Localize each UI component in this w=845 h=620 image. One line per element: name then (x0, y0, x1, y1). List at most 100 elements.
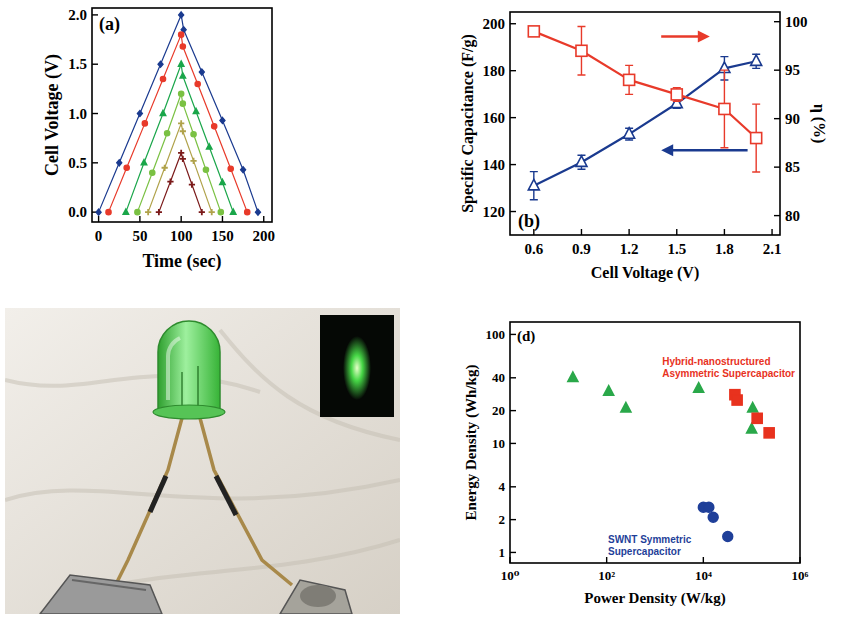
marker (180, 73, 185, 78)
y2-tick-label: 100 (785, 14, 808, 30)
marker (178, 150, 184, 156)
marker (178, 120, 184, 126)
y-tick-label: 1 (499, 545, 506, 560)
led-dome (158, 321, 220, 412)
series-line (137, 94, 220, 212)
annotation-line: SWNT Symmetric (608, 534, 692, 545)
y-tick-label: 120 (483, 204, 506, 220)
x-tick (771, 229, 772, 235)
y-tick-label: 1.5 (68, 56, 87, 72)
marker (180, 128, 186, 134)
panel: 10⁰10²10⁴10⁶124102040100Power Density (W… (463, 322, 809, 607)
marker (694, 383, 704, 393)
marker (241, 167, 246, 173)
plot-area (528, 26, 761, 200)
x-tick-label: 0 (95, 228, 103, 244)
marker (180, 156, 186, 162)
annotation: Hybrid-nanostructuredAsymmetric Supercap… (662, 356, 795, 379)
y-tick (510, 377, 516, 378)
marker (209, 209, 215, 215)
fabric-fold (5, 480, 400, 500)
plot-area (96, 12, 261, 215)
marker (764, 428, 774, 438)
x-tick-label: 100 (170, 228, 193, 244)
y-tick-label: 100 (486, 327, 506, 342)
x-tick-label: 1.8 (715, 241, 734, 257)
photo-background (5, 308, 400, 614)
x-tick-label: 2.1 (763, 241, 782, 257)
y-tick (92, 113, 98, 114)
y2-tick-label: 80 (785, 208, 800, 224)
y-tick-label: 180 (483, 63, 506, 79)
x-tick (98, 216, 99, 222)
marker (218, 210, 223, 215)
marker (207, 144, 212, 149)
x-tick-label: 150 (211, 228, 234, 244)
x-tick-label: 10⁶ (792, 568, 809, 583)
x-tick (581, 229, 582, 235)
y2-tick-label: 90 (785, 111, 800, 127)
marker (723, 532, 733, 542)
x-tick-label: 1.5 (667, 241, 686, 257)
series-line (159, 153, 202, 212)
lead-sleeve (150, 476, 166, 512)
marker (145, 209, 151, 215)
arrow-shaft (669, 149, 747, 152)
y-tick-label: 20 (492, 403, 505, 418)
marker (231, 209, 236, 214)
marker (747, 423, 757, 433)
marker (576, 45, 587, 56)
x-tick-label: 0.9 (572, 241, 591, 257)
y-tick-label: 0.0 (68, 204, 87, 220)
marker (568, 372, 578, 382)
x-tick-label: 200 (252, 228, 275, 244)
y2-tick (774, 118, 780, 119)
alligator-clip (40, 575, 162, 614)
led-rim (153, 405, 225, 419)
marker (160, 111, 165, 116)
inset (320, 315, 394, 417)
marker (160, 76, 165, 81)
marker (245, 210, 250, 215)
marker (141, 160, 146, 165)
x-tick (263, 216, 264, 222)
x-tick-label: 10⁰ (501, 568, 520, 583)
lead-sleeve (216, 476, 236, 515)
clip-jaw (300, 585, 336, 607)
marker (604, 386, 614, 396)
marker (179, 12, 184, 18)
marker (135, 210, 140, 215)
led-leg (108, 418, 182, 600)
inset-glow (343, 336, 371, 400)
marker (190, 158, 196, 164)
arrow-shaft (661, 35, 702, 38)
y-tick (510, 211, 516, 212)
alligator-clip (280, 580, 352, 614)
marker (162, 165, 168, 171)
frame (510, 322, 800, 563)
y-tick-label: 140 (483, 157, 506, 173)
fabric-fold (40, 540, 400, 614)
marker (179, 61, 184, 66)
series-line (99, 15, 258, 212)
figure: 0501001502000.00.51.01.52.0Time (sec)Cel… (0, 0, 845, 620)
x-axis-title: Power Density (W/kg) (584, 590, 725, 607)
marker (158, 61, 163, 67)
y-tick-label: 4 (499, 479, 506, 494)
annotation-line: Hybrid-nanostructured (662, 356, 770, 367)
marker (621, 403, 631, 413)
marker (193, 109, 198, 114)
x-tick-label: 10² (598, 568, 615, 583)
marker (751, 133, 762, 144)
series-line (148, 123, 212, 212)
panel-label: (a) (99, 14, 120, 35)
series-line (126, 64, 233, 212)
y-tick (510, 164, 516, 165)
marker (167, 178, 173, 184)
y-tick-label: 200 (483, 16, 506, 32)
y-tick-label: 1.0 (68, 106, 87, 122)
x-tick (606, 557, 607, 563)
marker (255, 209, 260, 215)
panel: 0.60.91.21.51.82.11201401601802008085909… (459, 12, 828, 282)
y-tick-label: 2.0 (68, 7, 87, 23)
